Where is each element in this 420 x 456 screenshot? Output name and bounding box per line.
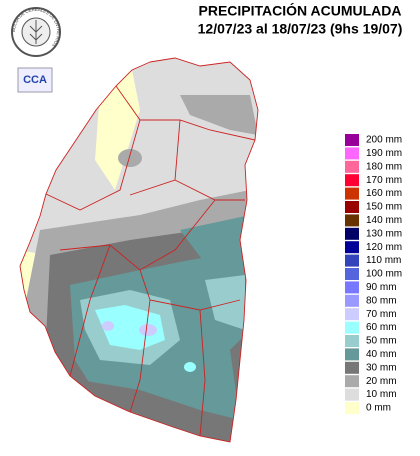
legend-swatch <box>345 388 359 401</box>
legend-label: 30 mm <box>366 362 397 373</box>
legend-swatch <box>345 335 359 347</box>
legend-label: 160 mm <box>366 188 402 199</box>
legend-swatch <box>345 321 359 334</box>
legend-swatch <box>345 348 359 361</box>
legend-label: 20 mm <box>366 376 397 387</box>
legend-label: 90 mm <box>366 282 397 293</box>
legend-swatch <box>345 147 359 160</box>
legend-label: 40 mm <box>366 349 397 360</box>
legend-label: 190 mm <box>366 148 402 159</box>
badge-box <box>17 67 53 93</box>
legend-swatch <box>345 174 359 187</box>
map-title: PRECIPITACIÓN ACUMULADA <box>199 2 402 19</box>
legend-swatch <box>345 134 359 146</box>
legend-label: 70 mm <box>366 309 397 320</box>
legend-swatch <box>345 254 359 267</box>
legend-swatch <box>345 160 359 173</box>
legend-label: 100 mm <box>366 269 402 280</box>
legend-swatch <box>345 268 359 280</box>
department-borders <box>19 57 259 443</box>
legend-label: 0 mm <box>366 403 391 414</box>
legend-label: 180 mm <box>366 161 402 172</box>
map-subtitle: 12/07/23 al 18/07/23 (9hs 19/07) <box>198 21 403 37</box>
legend-label: 110 mm <box>366 255 401 266</box>
map <box>20 58 258 442</box>
legend-label: 80 mm <box>366 295 397 306</box>
legend-swatch <box>345 227 359 240</box>
legend: 200 mm 190 mm 180 mm 170 mm 160 mm 150 mm 140 … <box>345 134 402 414</box>
legend-label: 200 mm <box>366 135 402 146</box>
legend-label: 120 mm <box>366 242 402 253</box>
legend-swatch <box>345 375 359 388</box>
legend-label: 170 mm <box>366 175 402 186</box>
legend-label: 130 mm <box>366 228 402 239</box>
legend-swatch <box>345 201 359 213</box>
legend-label: 10 mm <box>366 389 397 400</box>
legend-label: 140 mm <box>366 215 402 226</box>
legend-swatch <box>345 361 359 374</box>
legend-swatch <box>345 214 359 227</box>
legend-swatch <box>345 308 359 321</box>
legend-swatch <box>345 281 359 294</box>
legend-label: 60 mm <box>366 322 397 333</box>
legend-swatch <box>345 402 359 414</box>
legend-swatch <box>345 294 359 307</box>
legend-swatch <box>345 187 359 200</box>
legend-label: 50 mm <box>366 336 397 347</box>
legend-label: 150 mm <box>366 202 402 213</box>
logo: BOLSA DE CEREALES DE ENTRE RIOS <box>11 7 61 57</box>
badge-text: CCA <box>23 74 47 86</box>
legend-swatch <box>345 241 359 254</box>
